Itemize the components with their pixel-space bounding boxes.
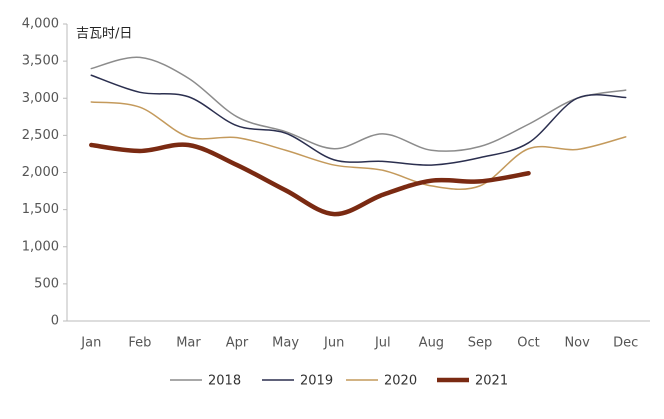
x-tick-label: Dec — [613, 336, 638, 351]
x-tick-label: Apr — [226, 336, 249, 351]
x-tick-label: Oct — [517, 336, 539, 351]
y-tick-label: 3,500 — [22, 54, 59, 69]
y-tick-label: 3,000 — [22, 91, 59, 106]
x-tick-label: Feb — [128, 336, 151, 351]
series-line — [90, 56, 627, 152]
y-tick-label: 2,000 — [22, 165, 59, 180]
unit-label: 吉瓦时/日 — [76, 27, 132, 42]
x-tick-label: Jan — [80, 336, 101, 351]
x-tick-label: Jul — [374, 336, 391, 351]
x-tick-label: Mar — [176, 336, 201, 351]
series-line — [90, 101, 627, 191]
series-line — [89, 142, 531, 217]
x-tick-label: Sep — [468, 336, 493, 351]
y-tick-label: 500 — [34, 276, 59, 291]
x-tick-label: Jun — [323, 336, 344, 351]
legend-label: 2018 — [208, 374, 241, 389]
y-tick-label: 4,000 — [22, 17, 59, 32]
x-tick-label: May — [272, 336, 299, 351]
series-line — [90, 74, 627, 166]
x-tick-label: Aug — [419, 336, 444, 351]
legend-label: 2019 — [300, 374, 333, 389]
y-tick-label: 0 — [51, 314, 59, 329]
legend-label: 2021 — [475, 374, 508, 389]
legend-label: 2020 — [384, 374, 417, 389]
y-tick-label: 2,500 — [22, 128, 59, 143]
y-tick-label: 1,000 — [22, 239, 59, 254]
x-tick-label: Nov — [564, 336, 590, 351]
y-tick-label: 1,500 — [22, 202, 59, 217]
